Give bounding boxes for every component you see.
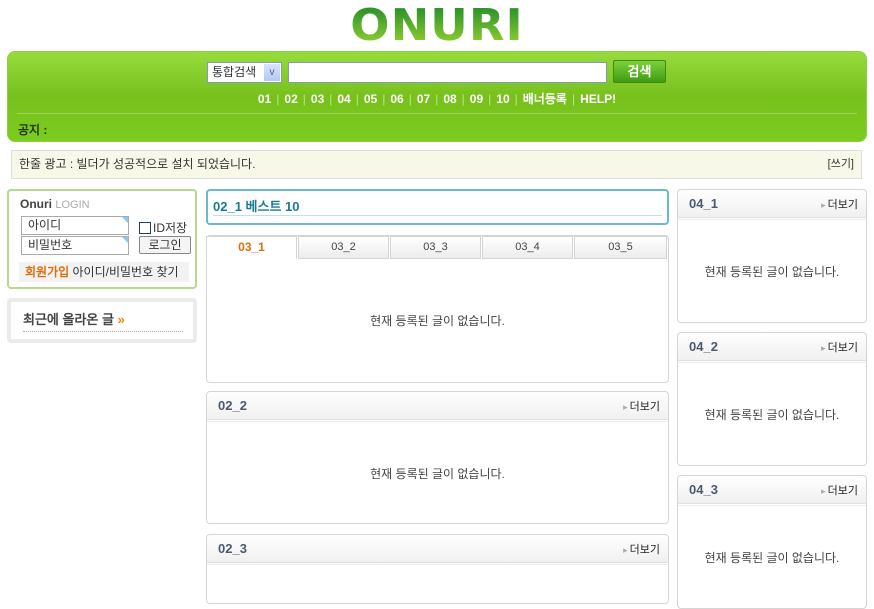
save-id-checkbox[interactable]: ID저장	[139, 219, 187, 236]
user-id-field[interactable]: 아이디	[21, 216, 129, 235]
checkbox-icon	[139, 222, 151, 234]
select-value: 통합검색	[212, 65, 257, 79]
board-title[interactable]: 04_3	[689, 482, 718, 497]
nav-link[interactable]: 03	[310, 92, 325, 106]
nav-separator: |	[276, 92, 280, 106]
nav-link[interactable]: 04	[337, 92, 351, 106]
board-header: 02_2 ▸ 더보기	[207, 392, 668, 422]
nav-link[interactable]: 07	[416, 92, 431, 106]
board-title[interactable]: 04_2	[689, 339, 718, 354]
nav-separator: |	[408, 92, 412, 106]
chevron-right-icon: ▸	[821, 200, 826, 210]
ad-text: 한줄 광고 : 빌더가 성공적으로 설치 되었습니다.	[19, 157, 256, 171]
divider	[213, 215, 662, 216]
tab-03_4[interactable]: 03_4	[482, 236, 573, 259]
chevron-right-icon: ▸	[821, 343, 826, 353]
nav-link[interactable]: 10	[496, 92, 510, 106]
tab-board: 03_1 03_2 03_3 03_4 03_5 현재 등록된 글이 없습니다.	[206, 235, 669, 383]
empty-message: 현재 등록된 글이 없습니다.	[704, 408, 840, 422]
chevron-right-icon: ▸	[623, 402, 628, 412]
one-line-ad: 한줄 광고 : 빌더가 성공적으로 설치 되었습니다. [쓰기]	[11, 150, 862, 179]
search-button[interactable]: 검색	[613, 60, 666, 83]
empty-message: 현재 등록된 글이 없습니다.	[704, 551, 840, 565]
tab-03_2[interactable]: 03_2	[298, 236, 389, 259]
account-links: 회원가입 아이디/비밀번호 찾기	[19, 262, 189, 282]
nav-separator: |	[514, 92, 518, 106]
board-title[interactable]: 04_1	[689, 196, 718, 211]
notice-label: 공지 :	[18, 123, 48, 137]
login-label: LOGIN	[55, 199, 90, 211]
nav-link[interactable]: 05	[363, 92, 378, 106]
nav-separator: |	[435, 92, 439, 106]
nav-separator: |	[461, 92, 465, 106]
password-field[interactable]: 비밀번호	[21, 236, 129, 255]
recent-posts-title[interactable]: 최근에 올라온 글 »	[23, 309, 125, 328]
board-04-3: 04_3 ▸ 더보기 현재 등록된 글이 없습니다.	[677, 475, 867, 609]
board-header: 04_1 ▸ 더보기	[678, 190, 866, 220]
login-button[interactable]: 로그인	[139, 236, 191, 254]
nav-link[interactable]: 02	[284, 92, 298, 106]
ad-write-link[interactable]: [쓰기]	[827, 158, 854, 170]
tab-03_3[interactable]: 03_3	[390, 236, 481, 259]
empty-message: 현재 등록된 글이 없습니다.	[370, 467, 505, 481]
logo[interactable]: ONURI	[335, 3, 539, 49]
recent-title-text: 최근에 올라온 글	[23, 312, 114, 327]
search-scope-select[interactable]: 통합검색 v	[207, 62, 282, 83]
board-header: 04_2 ▸ 더보기	[678, 333, 866, 363]
board-title[interactable]: 02_3	[218, 541, 247, 556]
nav-link[interactable]: 08	[443, 92, 457, 106]
board-04-1: 04_1 ▸ 더보기 현재 등록된 글이 없습니다.	[677, 189, 867, 323]
more-label: 더보기	[827, 199, 858, 211]
more-link[interactable]: ▸ 더보기	[623, 541, 660, 557]
more-link[interactable]: ▸ 더보기	[821, 482, 858, 498]
more-label: 더보기	[827, 485, 858, 497]
nav-separator: |	[355, 92, 359, 106]
nav-link[interactable]: HELP!	[580, 92, 617, 106]
tab-03_5[interactable]: 03_5	[574, 236, 667, 259]
join-link[interactable]: 회원가입	[25, 265, 70, 279]
find-account-link[interactable]: 아이디/비밀번호 찾기	[72, 265, 179, 279]
board-02-3: 02_3 ▸ 더보기	[206, 534, 669, 604]
nav-separator: |	[488, 92, 492, 106]
more-link[interactable]: ▸ 더보기	[623, 398, 660, 414]
main-nav: 01 | 02 | 03 | 04 | 05 | 06 | 07 | 08 | 09 | 10 | 배너등록 | HELP!	[7, 90, 867, 107]
best10-title[interactable]: 02_1 베스트 10	[213, 199, 300, 214]
nav-separator: |	[329, 92, 333, 106]
recent-posts-box: 최근에 올라온 글 »	[7, 298, 197, 343]
nav-separator: |	[571, 92, 576, 106]
more-label: 더보기	[827, 342, 858, 354]
board-04-2: 04_2 ▸ 더보기 현재 등록된 글이 없습니다.	[677, 332, 867, 466]
double-arrow-icon: »	[117, 312, 125, 327]
save-id-label: ID저장	[153, 221, 188, 235]
divider	[17, 113, 857, 114]
empty-message: 현재 등록된 글이 없습니다.	[370, 314, 505, 328]
login-title: Onuri LOGIN	[20, 197, 90, 211]
chevron-right-icon: ▸	[623, 545, 628, 555]
login-box: Onuri LOGIN 아이디 비밀번호 ID저장 로그인 회원가입 아이디/비…	[7, 189, 197, 289]
board-header: 02_3 ▸ 더보기	[207, 535, 668, 565]
tab-03_1[interactable]: 03_1	[206, 236, 297, 259]
empty-message: 현재 등록된 글이 없습니다.	[704, 265, 840, 279]
nav-separator: |	[382, 92, 386, 106]
nav-link[interactable]: 09	[469, 92, 484, 106]
chevron-down-icon: v	[264, 64, 280, 81]
more-link[interactable]: ▸ 더보기	[821, 339, 858, 355]
dotted-divider	[23, 331, 183, 332]
board-02-2: 02_2 ▸ 더보기 현재 등록된 글이 없습니다.	[206, 391, 669, 524]
search-input[interactable]	[288, 62, 607, 83]
nav-link[interactable]: 06	[390, 92, 404, 106]
more-label: 더보기	[629, 544, 660, 556]
board-header: 04_3 ▸ 더보기	[678, 476, 866, 506]
nav-link[interactable]: 01	[257, 92, 272, 106]
more-label: 더보기	[629, 401, 660, 413]
board-title[interactable]: 02_2	[218, 398, 247, 413]
login-brand: Onuri	[20, 197, 52, 211]
more-link[interactable]: ▸ 더보기	[821, 196, 858, 212]
nav-link[interactable]: 배너등록	[522, 92, 567, 106]
best10-box: 02_1 베스트 10	[206, 189, 669, 225]
nav-separator: |	[302, 92, 306, 106]
chevron-right-icon: ▸	[821, 486, 826, 496]
